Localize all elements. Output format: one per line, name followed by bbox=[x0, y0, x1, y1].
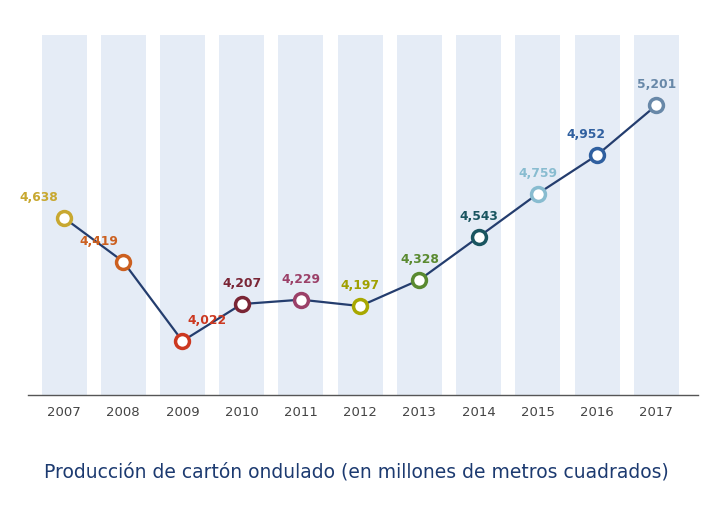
Bar bbox=[160, 35, 205, 395]
Bar bbox=[41, 35, 87, 395]
Bar bbox=[278, 35, 323, 395]
Bar bbox=[634, 35, 679, 395]
Text: 4,022: 4,022 bbox=[187, 314, 226, 327]
Bar bbox=[100, 35, 146, 395]
Bar bbox=[456, 35, 501, 395]
Text: 5,201: 5,201 bbox=[637, 78, 676, 91]
Bar bbox=[575, 35, 619, 395]
Bar bbox=[515, 35, 560, 395]
Text: 4,419: 4,419 bbox=[80, 235, 118, 248]
Text: 4,952: 4,952 bbox=[567, 128, 606, 141]
Bar bbox=[397, 35, 442, 395]
Text: 4,543: 4,543 bbox=[459, 210, 498, 223]
Text: 4,328: 4,328 bbox=[400, 253, 439, 266]
Text: 4,207: 4,207 bbox=[222, 277, 261, 290]
Bar bbox=[219, 35, 264, 395]
Text: 4,197: 4,197 bbox=[340, 279, 379, 292]
Text: 4,229: 4,229 bbox=[281, 273, 320, 285]
Text: Producción de cartón ondulado (en millones de metros cuadrados): Producción de cartón ondulado (en millon… bbox=[43, 462, 669, 481]
Bar bbox=[337, 35, 382, 395]
Text: 4,638: 4,638 bbox=[19, 191, 58, 204]
Text: 4,759: 4,759 bbox=[518, 167, 557, 179]
